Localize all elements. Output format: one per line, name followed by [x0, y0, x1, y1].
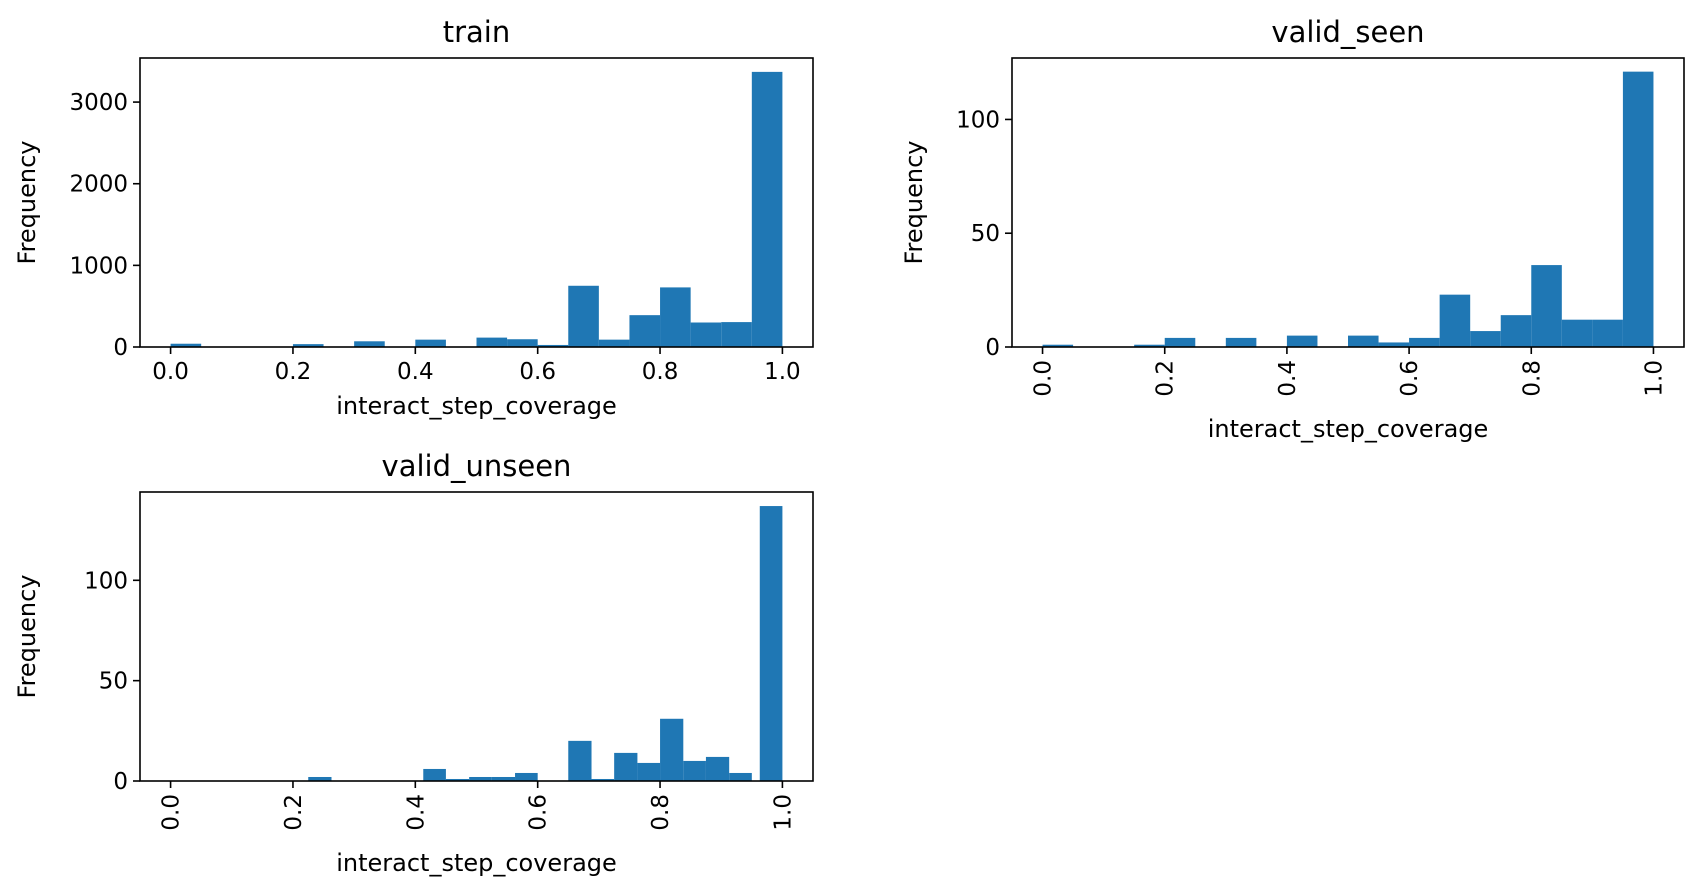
- histogram-bar: [354, 341, 385, 347]
- histogram-bar: [1378, 342, 1410, 347]
- x-tick-label: 0.0: [152, 359, 189, 385]
- histogram-bar: [491, 776, 516, 781]
- x-tick-label: 1.0: [764, 359, 801, 385]
- histogram-bar: [568, 285, 599, 347]
- histogram-bar: [1531, 265, 1562, 347]
- histogram-bar: [308, 776, 332, 781]
- histogram-bar: [423, 768, 446, 781]
- histogram-bar: [1500, 315, 1532, 347]
- x-axis-label: interact_step_coverage: [1208, 415, 1489, 443]
- x-tick-label: 0.4: [403, 794, 429, 831]
- histogram-bar: [690, 322, 722, 347]
- histogram-bar: [476, 337, 508, 347]
- histogram-bar: [721, 322, 752, 347]
- x-tick-label: 0.8: [1519, 360, 1545, 397]
- histogram-bar: [751, 71, 783, 347]
- histogram-bar: [415, 339, 446, 347]
- x-tick-label: 0.6: [519, 359, 556, 385]
- histogram-bar: [469, 776, 492, 781]
- x-tick-label: 0.8: [648, 794, 674, 831]
- chart-title: valid_seen: [1271, 15, 1424, 49]
- x-tick-label: 0.4: [1275, 360, 1301, 397]
- x-tick-label: 0.0: [159, 794, 185, 831]
- histogram-bar: [1622, 71, 1654, 348]
- y-tick-label: 50: [971, 221, 1000, 247]
- histogram-bar: [1348, 335, 1379, 347]
- y-tick-label: 1000: [69, 253, 128, 279]
- y-tick-label: 2000: [69, 172, 128, 198]
- histogram-bar: [729, 772, 752, 781]
- x-tick-label: 0.6: [1397, 360, 1423, 397]
- histogram-bar: [1439, 294, 1471, 347]
- histogram-bar: [1225, 337, 1257, 347]
- x-tick-label: 0.6: [526, 794, 552, 831]
- histogram-bar: [568, 740, 592, 781]
- x-tick-label: 0.0: [1031, 360, 1057, 397]
- histogram-bar: [537, 344, 569, 347]
- histogram-bar: [759, 506, 783, 781]
- y-tick-label: 0: [985, 335, 1000, 361]
- histogram-bar: [598, 339, 630, 347]
- histogram-bar: [683, 760, 706, 781]
- x-tick-label: 0.2: [281, 794, 307, 831]
- y-tick-label: 100: [84, 568, 128, 594]
- histogram-bar: [1286, 335, 1318, 347]
- histogram-bar: [637, 762, 661, 781]
- x-tick-label: 0.2: [275, 359, 312, 385]
- x-tick-label: 0.8: [642, 359, 679, 385]
- histogram-bar: [1042, 344, 1074, 347]
- y-tick-label: 100: [956, 107, 1000, 133]
- histogram-bar: [507, 339, 538, 347]
- y-tick-label: 3000: [69, 90, 128, 116]
- y-axis-label: Frequency: [13, 141, 41, 265]
- y-tick-label: 0: [113, 769, 128, 795]
- axes-frame: [139, 491, 814, 782]
- histogram-bar: [1409, 337, 1440, 347]
- x-tick-label: 0.2: [1153, 360, 1179, 397]
- axes-frame: [139, 57, 814, 348]
- x-tick-label: 0.4: [397, 359, 434, 385]
- y-axis-label: Frequency: [13, 575, 41, 699]
- axes-frame: [1011, 57, 1685, 348]
- histogram-bar: [292, 344, 324, 347]
- x-tick-label: 1.0: [770, 794, 796, 831]
- chart-title: valid_unseen: [382, 449, 572, 483]
- chart-title: train: [443, 15, 511, 49]
- histogram-bar: [170, 343, 202, 347]
- histogram-bar: [1134, 344, 1165, 347]
- histogram-bar: [1470, 331, 1501, 347]
- histogram-bar: [629, 315, 661, 347]
- histogram-bar: [515, 772, 538, 781]
- histogram-bar: [660, 718, 684, 781]
- x-axis-label: interact_step_coverage: [336, 392, 617, 420]
- x-axis-label: interact_step_coverage: [336, 849, 617, 877]
- y-axis-label: Frequency: [900, 141, 928, 265]
- histogram-bar: [1561, 319, 1593, 347]
- histogram-bar: [660, 287, 691, 347]
- histogram-bar: [705, 756, 730, 781]
- histogram-bar: [445, 778, 470, 781]
- y-tick-label: 50: [99, 669, 128, 695]
- x-tick-label: 1.0: [1641, 360, 1667, 397]
- histogram-bar: [591, 778, 615, 781]
- histogram-bar: [1164, 337, 1196, 347]
- y-tick-label: 0: [113, 335, 128, 361]
- histogram-bar: [614, 752, 638, 781]
- histogram-bar: [1592, 319, 1623, 347]
